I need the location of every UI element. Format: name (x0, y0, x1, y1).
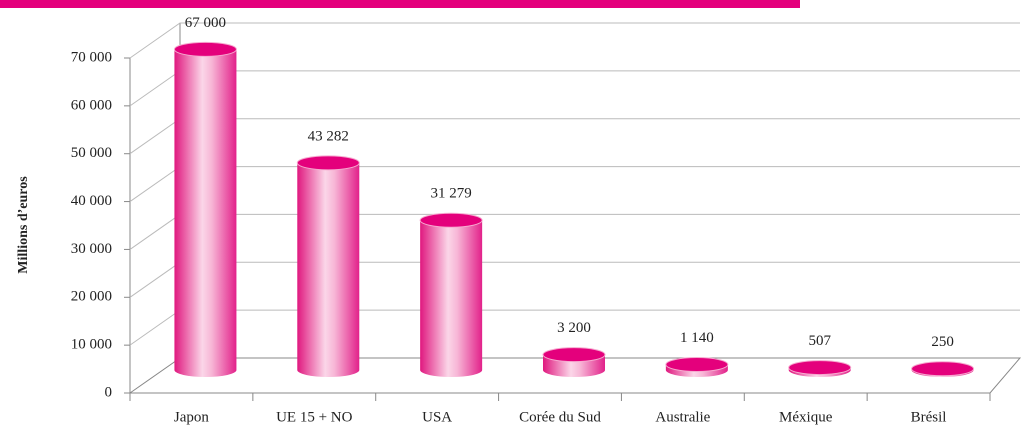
x-tick-label: USA (422, 409, 452, 425)
cylinder (542, 347, 606, 377)
cylinder-body (297, 162, 360, 377)
cylinder (665, 357, 729, 377)
cylinder (173, 41, 237, 377)
y-tick-label: 30 000 (71, 241, 112, 257)
value-label: 31 279 (431, 186, 472, 202)
x-tick-label: Japon (174, 409, 209, 425)
cylinder (911, 361, 975, 377)
header-stripe (0, 0, 800, 8)
x-tick-label: Corée du Sud (519, 409, 601, 425)
x-tick-label: Brésil (911, 409, 947, 425)
y-axis-title: Millions d’euros (16, 176, 31, 274)
x-tick-label: Australie (655, 409, 710, 425)
cylinder-top (542, 347, 606, 363)
y-tick-label: 0 (105, 384, 113, 400)
cylinder-top (665, 357, 729, 373)
x-tick-label: UE 15 + NO (276, 409, 353, 425)
grid-line (129, 118, 1020, 155)
cylinder (296, 155, 360, 377)
y-tick-label: 40 000 (71, 193, 112, 209)
cylinder-top (296, 155, 360, 171)
x-tick-label: Méxique (779, 409, 833, 425)
grid-line (129, 213, 1020, 250)
cylinder-top (911, 361, 975, 377)
value-label: 507 (808, 333, 831, 349)
value-label: 250 (931, 334, 954, 350)
cylinder-body (420, 220, 483, 377)
cylinder-top (173, 41, 237, 57)
grid-line (129, 70, 1020, 107)
y-tick-label: 20 000 (71, 289, 112, 305)
cylinder (788, 360, 852, 377)
y-tick-label: 50 000 (71, 145, 112, 161)
value-label: 3 200 (557, 320, 591, 336)
cylinder (419, 212, 483, 377)
grid-line (129, 22, 1020, 59)
grid-line (129, 261, 1020, 298)
y-tick-label: 70 000 (71, 49, 112, 65)
cylinder-body (174, 49, 237, 377)
value-label: 43 282 (308, 128, 349, 144)
y-tick-label: 60 000 (71, 97, 112, 113)
cylinder-top (788, 360, 852, 376)
y-tick-label: 10 000 (71, 337, 112, 353)
side-wall (129, 23, 181, 394)
value-label: 1 140 (680, 330, 714, 346)
value-label: 67 000 (185, 15, 226, 31)
grid-line (129, 166, 1020, 202)
cylinder-top (419, 212, 483, 228)
